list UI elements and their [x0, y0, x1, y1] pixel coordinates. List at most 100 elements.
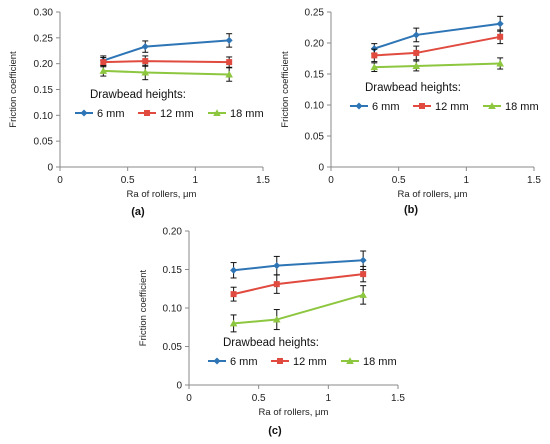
series-line: [233, 273, 364, 296]
legend-label: 6 mm: [230, 356, 258, 368]
data-point: [370, 63, 379, 71]
y-axis-title: Friction coefficient: [280, 51, 291, 128]
x-tick-label: 0: [328, 175, 334, 186]
legend-marker: [80, 109, 88, 117]
legend-marker: [277, 358, 283, 364]
data-point: [273, 262, 281, 270]
legend-marker: [488, 102, 496, 109]
panel-label: (a): [131, 206, 145, 218]
y-tick-label: 0.20: [163, 227, 183, 238]
x-tick-label: 0.5: [121, 175, 135, 186]
legend: Drawbead heights: 6 mm 12 mm 18 mm: [208, 337, 397, 368]
legend-label: 6 mm: [372, 101, 400, 113]
data-point: [142, 58, 149, 65]
legend: Drawbead heights: 6 mm 12 mm 18 mm: [75, 89, 264, 120]
legend-marker: [144, 110, 150, 116]
data-point: [99, 67, 108, 74]
series-18-mm: [370, 57, 504, 73]
series-12-mm: [100, 55, 233, 68]
legend-marker: [419, 103, 425, 109]
legend: Drawbead heights: 6 mm 12 mm 18 mm: [350, 82, 539, 113]
chart-panel-1: 0 0.05 0.10 0.15 0.20 0.25 0.30 0 0.5 1 1.5 Ra of r…: [8, 8, 270, 219]
series-line: [233, 293, 364, 325]
x-tick-label: 0: [186, 393, 192, 404]
y-tick-label: 0.10: [305, 101, 325, 112]
x-tick-label: 1.5: [391, 393, 405, 404]
x-tick-label: 1: [464, 175, 470, 186]
chart-panel-3: 0 0.05 0.10 0.15 0.20 0 0.5 1 1.5 Ra of rollers, …: [138, 227, 405, 438]
data-point: [413, 49, 420, 56]
data-point: [359, 256, 367, 264]
x-axis-title: Ra of rollers, μm: [259, 407, 329, 418]
data-point: [230, 266, 238, 274]
data-point: [141, 68, 150, 76]
data-point: [273, 281, 280, 288]
y-tick-label: 0.10: [163, 304, 183, 315]
x-tick-label: 0.5: [392, 175, 406, 186]
series-18-mm: [229, 285, 367, 333]
data-point: [496, 20, 504, 28]
y-tick-label: 0.05: [305, 132, 325, 143]
x-tick-label: 1.5: [527, 175, 541, 186]
y-axis-title: Friction coefficient: [138, 269, 149, 346]
legend-marker: [213, 109, 221, 116]
x-axis-title: Ra of rollers, μm: [398, 189, 468, 200]
y-axis-title: Friction coefficient: [8, 51, 19, 128]
y-tick-label: 0: [318, 163, 324, 174]
legend-label: 18 mm: [230, 108, 264, 120]
y-tick-label: 0: [176, 381, 182, 392]
data-point: [359, 291, 367, 298]
x-tick-label: 1: [326, 393, 332, 404]
legend-label: 18 mm: [363, 356, 397, 368]
legend-label: 12 mm: [435, 101, 469, 113]
data-point: [497, 33, 504, 40]
series-line: [103, 60, 230, 64]
series-line: [103, 69, 230, 76]
legend-marker: [346, 357, 354, 364]
series-6-mm: [230, 250, 367, 279]
y-tick-label: 0.30: [34, 8, 54, 19]
data-point: [225, 36, 233, 44]
data-point: [496, 59, 504, 67]
legend-title: Drawbead heights:: [365, 82, 461, 94]
data-point: [225, 70, 233, 78]
y-tick-label: 0.20: [34, 59, 54, 70]
series-line: [102, 39, 230, 62]
legend-marker: [213, 357, 221, 365]
y-tick-label: 0.10: [34, 111, 54, 122]
legend-label: 6 mm: [97, 108, 125, 120]
legend-label: 18 mm: [505, 101, 539, 113]
data-point: [272, 315, 281, 323]
y-tick-label: 0.25: [305, 8, 325, 19]
y-tick-label: 0.15: [163, 265, 183, 276]
y-tick-label: 0.25: [34, 33, 54, 44]
y-tick-label: 0.15: [305, 70, 325, 81]
series-12-mm: [371, 29, 504, 63]
legend-title: Drawbead heights:: [223, 337, 319, 349]
chart-panel-2: 0 0.05 0.10 0.15 0.20 0.25 0 0.5 1 1.5 Ra of rolle…: [280, 8, 541, 217]
series-line: [373, 22, 501, 50]
y-tick-label: 0.20: [305, 39, 325, 50]
panel-label: (b): [404, 204, 418, 216]
series-line: [374, 62, 501, 69]
x-tick-label: 1.5: [256, 175, 270, 186]
x-tick-label: 1: [193, 175, 199, 186]
y-tick-label: 0.05: [163, 342, 183, 353]
x-tick-label: 0: [57, 175, 63, 186]
data-point: [371, 52, 378, 59]
data-point: [360, 271, 367, 278]
x-axis-title: Ra of rollers, μm: [127, 189, 197, 200]
series-line: [374, 35, 501, 57]
x-tick-label: 0.5: [252, 393, 266, 404]
panel-label: (c): [268, 425, 282, 437]
legend-title: Drawbead heights:: [90, 89, 186, 101]
series-line: [233, 259, 364, 272]
data-point: [230, 291, 237, 298]
data-point: [370, 45, 378, 53]
data-point: [100, 59, 107, 66]
data-point: [229, 319, 238, 327]
y-tick-label: 0.15: [34, 85, 54, 96]
y-tick-label: 0: [47, 163, 53, 174]
y-tick-label: 0.05: [34, 137, 54, 148]
legend-label: 12 mm: [293, 356, 327, 368]
